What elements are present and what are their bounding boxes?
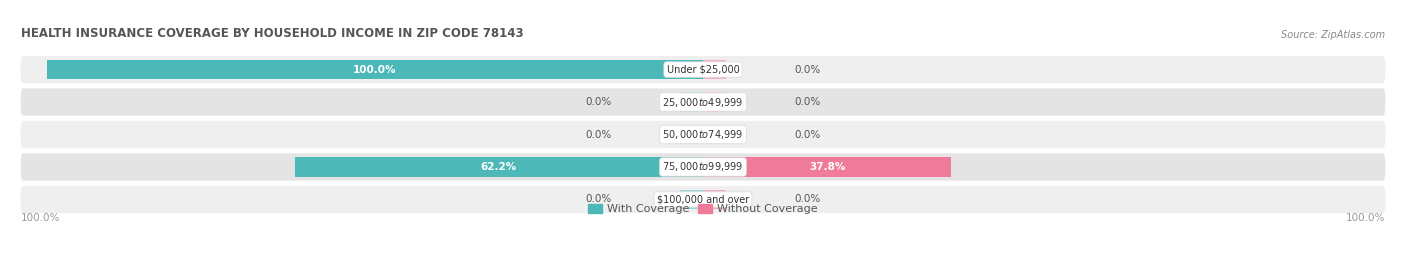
Legend: With Coverage, Without Coverage: With Coverage, Without Coverage xyxy=(583,199,823,218)
Bar xyxy=(703,190,725,209)
Text: 0.0%: 0.0% xyxy=(585,129,612,140)
FancyBboxPatch shape xyxy=(21,121,1385,148)
Bar xyxy=(703,125,725,144)
Text: Under $25,000: Under $25,000 xyxy=(666,65,740,75)
FancyBboxPatch shape xyxy=(21,89,1385,116)
Bar xyxy=(46,60,703,79)
Bar xyxy=(681,92,703,112)
Text: HEALTH INSURANCE COVERAGE BY HOUSEHOLD INCOME IN ZIP CODE 78143: HEALTH INSURANCE COVERAGE BY HOUSEHOLD I… xyxy=(21,27,523,40)
FancyBboxPatch shape xyxy=(21,56,1385,83)
FancyBboxPatch shape xyxy=(21,186,1385,213)
Text: 0.0%: 0.0% xyxy=(794,194,821,204)
Bar xyxy=(681,125,703,144)
Text: 0.0%: 0.0% xyxy=(585,97,612,107)
Bar xyxy=(703,92,725,112)
Text: 100.0%: 100.0% xyxy=(353,65,396,75)
Text: 0.0%: 0.0% xyxy=(794,129,821,140)
Bar xyxy=(681,190,703,209)
Bar xyxy=(703,157,950,177)
Text: $100,000 and over: $100,000 and over xyxy=(657,194,749,204)
Text: 100.0%: 100.0% xyxy=(21,213,60,223)
Bar xyxy=(295,157,703,177)
Text: 0.0%: 0.0% xyxy=(794,97,821,107)
Text: 0.0%: 0.0% xyxy=(585,194,612,204)
Text: $50,000 to $74,999: $50,000 to $74,999 xyxy=(662,128,744,141)
Bar xyxy=(703,60,725,79)
Text: Source: ZipAtlas.com: Source: ZipAtlas.com xyxy=(1281,30,1385,40)
Text: $75,000 to $99,999: $75,000 to $99,999 xyxy=(662,161,744,174)
FancyBboxPatch shape xyxy=(21,153,1385,180)
Text: 0.0%: 0.0% xyxy=(794,65,821,75)
Text: 100.0%: 100.0% xyxy=(1346,213,1385,223)
Text: 62.2%: 62.2% xyxy=(481,162,517,172)
Text: $25,000 to $49,999: $25,000 to $49,999 xyxy=(662,95,744,108)
Text: 37.8%: 37.8% xyxy=(808,162,845,172)
